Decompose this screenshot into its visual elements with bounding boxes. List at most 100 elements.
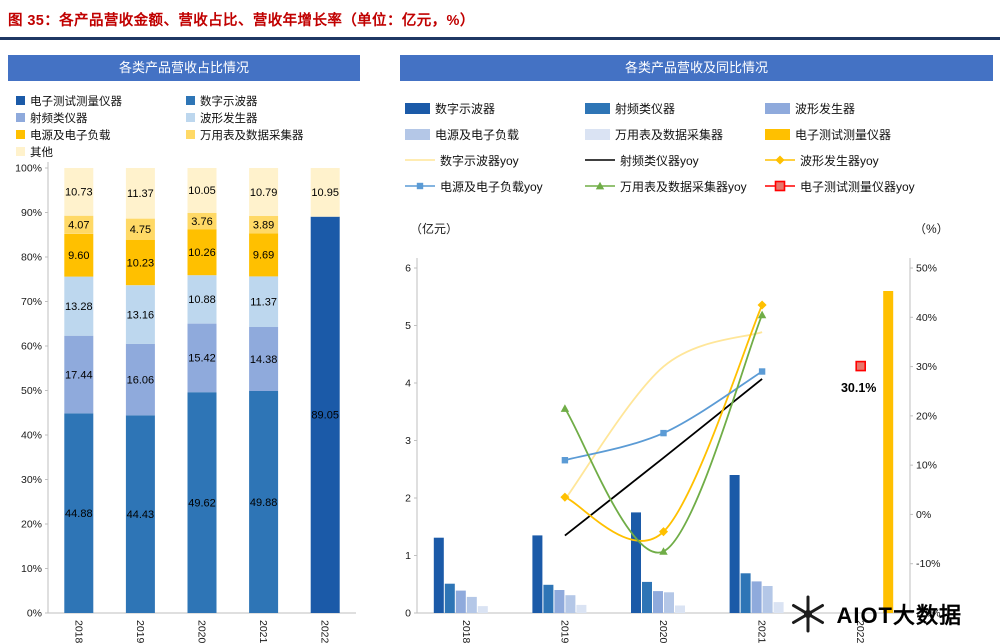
legend-label: 波形发生器yoy [800,153,879,168]
stacked-bar: 44.88 17.44 13.28 9.60 4.07 10.73 [64,168,94,613]
stacked-bar: 44.43 16.06 13.16 10.23 4.75 11.37 [125,168,155,613]
svg-text:40%: 40% [916,312,937,324]
svg-text:10.73: 10.73 [65,187,93,199]
legend-label: 电子测试测量仪器 [795,127,892,142]
svg-text:90%: 90% [21,207,42,219]
legend-label: 数字示波器 [435,101,496,116]
svg-text:2: 2 [405,493,411,505]
legend-line-marker [765,155,795,165]
x-tick-label: 2018 [460,620,472,643]
bar-series [455,581,762,613]
svg-text:11.37: 11.37 [250,297,277,309]
svg-text:20%: 20% [21,519,42,531]
svg-text:80%: 80% [21,252,42,264]
svg-text:49.88: 49.88 [250,497,278,509]
svg-text:16.06: 16.06 [127,374,155,386]
legend-label: 电子测试测量仪器 [30,95,122,108]
stacked-bar: 89.05 10.95 [310,168,340,613]
svg-text:3.76: 3.76 [191,216,212,228]
legend-line-marker [585,159,615,161]
legend-swatch [186,96,195,105]
legend-swatch [585,128,610,140]
legend-swatch [405,102,430,114]
yoy-line [564,304,763,542]
svg-text:70%: 70% [21,296,42,308]
legend-label: 射频类仪器yoy [620,153,699,168]
legend-item: 电子测试测量仪器yoy [765,173,960,199]
yoy-line [564,331,763,501]
legend-item: 万用表及数据采集器yoy [585,173,765,199]
legend-label: 射频类仪器 [30,112,88,125]
svg-text:10%: 10% [916,460,937,472]
x-tick-label: 2021 [756,620,768,643]
watermark: AIOT大数据 [788,594,962,634]
svg-text:30%: 30% [21,474,42,486]
legend-label: 波形发生器 [200,112,258,125]
legend-label: 万用表及数据采集器 [200,129,304,142]
svg-text:3.89: 3.89 [253,220,274,232]
legend-item: 波形发生器yoy [765,147,960,173]
legend-label: 电源及电子负载yoy [440,179,543,194]
legend-item: 电源及电子负载 [16,126,186,143]
svg-text:60%: 60% [21,341,42,353]
legend-label: 电源及电子负载 [435,127,520,142]
legend-item: 电子测试测量仪器 [765,121,960,147]
svg-text:44.88: 44.88 [65,508,93,520]
legend-swatch [16,113,25,122]
legend-swatch [405,128,430,140]
svg-text:0%: 0% [27,608,42,620]
stacked-bar: 49.62 15.42 10.88 10.26 3.76 10.05 [187,168,217,613]
bar-series [477,602,784,613]
legend-swatch [186,130,195,139]
legend-swatch [16,130,25,139]
legend-item: 波形发生器 [186,109,356,126]
svg-text:11.37: 11.37 [127,188,154,200]
svg-text:4: 4 [405,378,411,390]
x-tick-label: 2020 [196,620,208,643]
x-tick-label: 2022 [854,620,866,643]
stacked-bar: 49.88 14.38 11.37 9.69 3.89 10.79 [249,168,279,613]
svg-text:30%: 30% [916,361,937,373]
legend-label: 数字示波器 [200,95,258,108]
left-axis-unit: （亿元） [410,221,458,236]
legend-swatch [16,96,25,105]
svg-text:0: 0 [405,608,411,620]
legend-label: 射频类仪器 [615,101,676,116]
y-axis: 0% 10% 20% 30% 40% 50% 60% 70% 80% 90% 100% [15,162,49,620]
revenue-yoy-chart: （亿元） （%） 0 1 2 3 4 5 6 -20% -10% 0% 10% 20% 30% 40% 50% 3… [405,221,949,643]
svg-text:10.26: 10.26 [188,247,216,259]
legend-label: 波形发生器 [795,101,856,116]
right-chart-legend: 数字示波器 射频类仪器 波形发生器 电源及电子负载 万用表及数据采集器 电子测试测量仪器数… [405,95,960,199]
svg-text:9.69: 9.69 [253,250,274,262]
legend-item: 电源及电子负载yoy [405,173,585,199]
legend-label: 电源及电子负载 [30,129,111,142]
legend-swatch [765,102,790,114]
svg-text:-20%: -20% [916,608,941,620]
svg-text:44.43: 44.43 [127,509,155,521]
legend-line-marker [405,182,435,190]
svg-text:10.79: 10.79 [250,187,278,199]
legend-label: 电子测试测量仪器yoy [800,179,915,194]
svg-text:6: 6 [405,263,411,275]
legend-item: 射频类仪器 [16,109,186,126]
svg-text:14.38: 14.38 [250,354,278,366]
bar-series [466,586,773,613]
svg-text:15.42: 15.42 [188,353,216,365]
x-tick-label: 2021 [257,620,269,643]
svg-text:9.60: 9.60 [68,250,89,262]
title-divider [0,37,1000,40]
legend-item: 数字示波器yoy [405,147,585,173]
svg-text:5: 5 [405,320,411,332]
right-chart-header: 各类产品营收及同比情况 [400,55,993,81]
svg-text:13.28: 13.28 [65,301,93,313]
svg-text:0%: 0% [916,509,931,521]
x-tick-label: 2020 [657,620,669,643]
bar-series [444,573,751,613]
svg-text:10.23: 10.23 [127,257,155,269]
legend-label: 数字示波器yoy [440,153,519,168]
legend-item: 数字示波器 [186,92,356,109]
svg-text:10.88: 10.88 [188,294,216,306]
legend-swatch [585,102,610,114]
yoy-line [564,378,763,537]
svg-text:40%: 40% [21,430,42,442]
